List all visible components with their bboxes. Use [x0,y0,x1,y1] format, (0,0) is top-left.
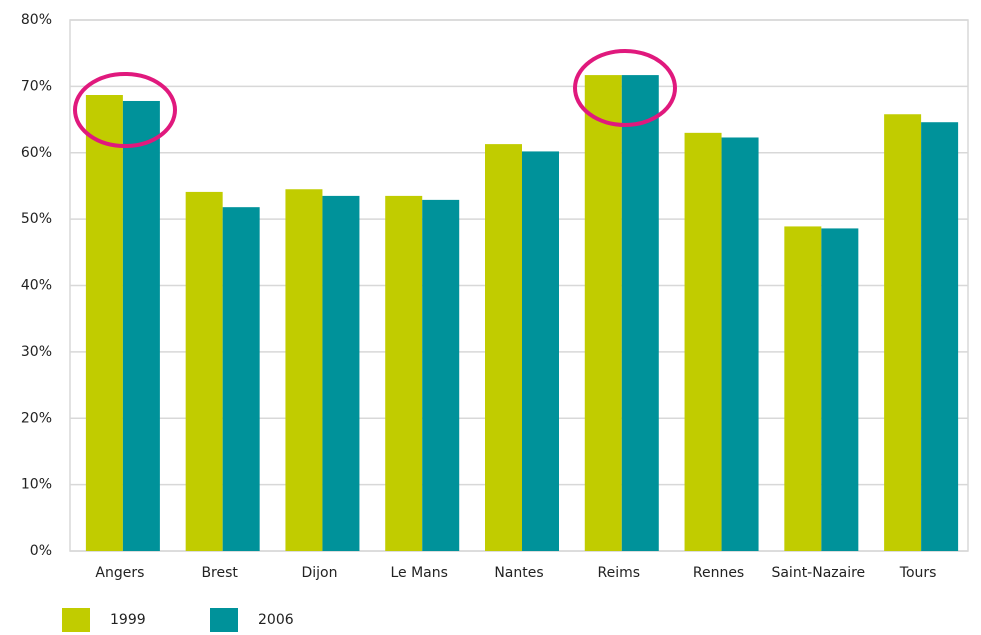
y-tick-label: 20% [21,410,52,426]
bar [784,226,822,551]
bar [921,122,959,551]
bar [285,189,323,551]
bar [322,195,360,552]
bar [522,151,559,552]
y-tick-label: 80% [21,12,52,28]
bar [122,100,160,551]
legend-label: 2006 [258,612,294,628]
y-tick-label: 50% [21,211,52,227]
y-tick-label: 30% [21,344,52,360]
y-tick-label: 70% [21,78,52,94]
bar [85,95,123,551]
legend-label: 1999 [110,612,146,628]
highlight-circle [573,49,677,127]
x-tick-label: Le Mans [390,565,447,581]
bar [385,195,423,552]
bar [422,199,460,551]
bar [222,207,260,552]
bar [621,75,659,551]
y-tick-label: 40% [21,278,52,294]
x-tick-label: Brest [201,565,238,581]
bar [684,132,722,551]
bar [721,137,759,551]
highlight-circle [73,72,177,148]
legend-swatch [210,608,238,632]
y-tick-label: 10% [21,477,52,493]
x-tick-label: Nantes [494,565,543,581]
x-tick-label: Tours [899,565,937,581]
x-tick-label: Dijon [301,565,337,581]
y-tick-label: 0% [30,543,52,559]
bar [185,191,223,551]
bar [584,75,622,551]
bar [821,228,859,552]
bar [884,114,922,551]
bar [485,144,522,551]
y-tick-label: 60% [21,145,52,161]
x-tick-label: Reims [598,565,641,581]
legend-swatch [62,608,90,632]
x-tick-label: Saint-Nazaire [771,565,865,581]
x-tick-label: Angers [95,565,144,581]
x-tick-label: Rennes [693,565,744,581]
